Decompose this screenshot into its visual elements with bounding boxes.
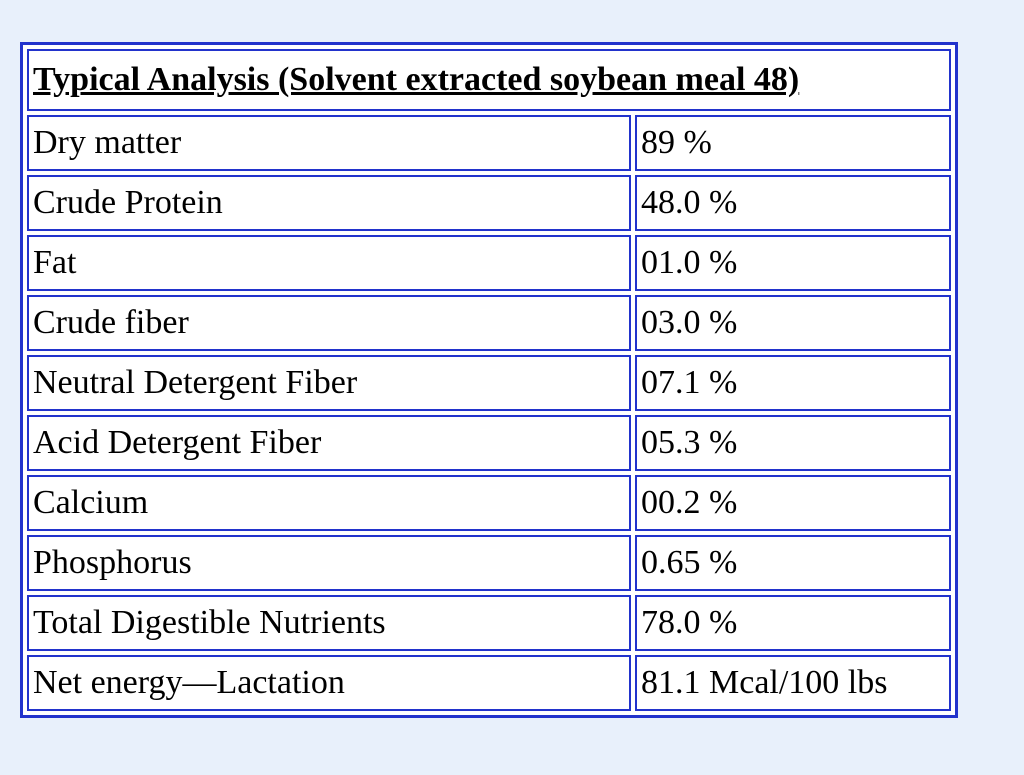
nutrient-label: Fat — [27, 235, 631, 291]
nutrient-label: Dry matter — [27, 115, 631, 171]
table-row: Phosphorus 0.65 % — [27, 535, 951, 591]
nutrient-value: 81.1 Mcal/100 lbs — [635, 655, 951, 711]
nutrient-label: Acid Detergent Fiber — [27, 415, 631, 471]
nutrient-value: 00.2 % — [635, 475, 951, 531]
nutrient-label: Crude Protein — [27, 175, 631, 231]
table-row: Crude fiber 03.0 % — [27, 295, 951, 351]
nutrient-label: Total Digestible Nutrients — [27, 595, 631, 651]
table-row: Net energy—Lactation 81.1 Mcal/100 lbs — [27, 655, 951, 711]
table-title-row: Typical Analysis (Solvent extracted soyb… — [27, 49, 951, 111]
nutrient-value: 05.3 % — [635, 415, 951, 471]
nutrient-label: Crude fiber — [27, 295, 631, 351]
table-row: Fat 01.0 % — [27, 235, 951, 291]
nutrient-label: Calcium — [27, 475, 631, 531]
table-row: Acid Detergent Fiber 05.3 % — [27, 415, 951, 471]
analysis-table: Typical Analysis (Solvent extracted soyb… — [20, 42, 958, 718]
table-row: Calcium 00.2 % — [27, 475, 951, 531]
table-title: Typical Analysis (Solvent extracted soyb… — [27, 49, 951, 111]
table-row: Crude Protein 48.0 % — [27, 175, 951, 231]
nutrient-value: 0.65 % — [635, 535, 951, 591]
nutrient-value: 48.0 % — [635, 175, 951, 231]
table-row: Neutral Detergent Fiber 07.1 % — [27, 355, 951, 411]
nutrient-value: 01.0 % — [635, 235, 951, 291]
nutrient-label: Net energy—Lactation — [27, 655, 631, 711]
nutrient-value: 03.0 % — [635, 295, 951, 351]
nutrient-value: 07.1 % — [635, 355, 951, 411]
table-row: Total Digestible Nutrients 78.0 % — [27, 595, 951, 651]
nutrient-value: 78.0 % — [635, 595, 951, 651]
nutrient-label: Phosphorus — [27, 535, 631, 591]
nutrient-label: Neutral Detergent Fiber — [27, 355, 631, 411]
table-row: Dry matter 89 % — [27, 115, 951, 171]
nutrient-value: 89 % — [635, 115, 951, 171]
